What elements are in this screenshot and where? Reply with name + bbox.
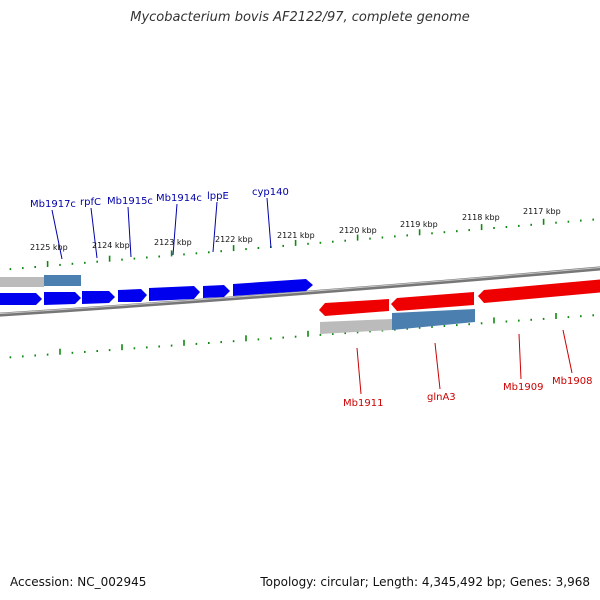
leader-line (266, 197, 272, 249)
region-right-blue (392, 309, 475, 330)
inner-scale-ticks (9, 313, 595, 359)
gene-label-mb1911[interactable]: Mb1911 (343, 398, 383, 409)
leader-line (127, 206, 132, 258)
reverse-gene-labels: Mb1911 glnA3 Mb1909 Mb1908 (343, 376, 592, 409)
forward-gene-labels: Mb1917c rpfC Mb1915c Mb1914c lppE cyp140 (30, 187, 289, 210)
map-title: Mycobacterium bovis AF2122/97, complete … (130, 10, 470, 25)
leader-line (562, 329, 573, 374)
topology-text: Topology: circular; Length: 4,345,492 bp… (260, 575, 590, 589)
region-left-grey (0, 277, 44, 287)
scale-label-2123: 2123 kbp (154, 238, 192, 247)
leader-line (518, 333, 522, 380)
scale-label-2119: 2119 kbp (400, 220, 438, 229)
genome-backbone-highlight (0, 266, 600, 315)
gene-label-mb1917c[interactable]: Mb1917c (30, 199, 76, 210)
gene-label-glna3[interactable]: glnA3 (427, 392, 456, 403)
scale-label-2117: 2117 kbp (523, 207, 561, 216)
gene-label-mb1914c[interactable]: Mb1914c (156, 193, 202, 204)
forward-gene-leaders (51, 197, 272, 260)
gene-label-mb1908[interactable]: Mb1908 (552, 376, 592, 387)
scale-label-2121: 2121 kbp (277, 231, 315, 240)
gene-label-cyp140[interactable]: cyp140 (252, 187, 289, 198)
genome-backbone (0, 266, 600, 317)
region-left-blue (44, 275, 81, 286)
forward-gene-arrow[interactable] (203, 285, 230, 298)
scale-label-2118: 2118 kbp (462, 213, 500, 222)
leader-line (356, 347, 362, 395)
scale-labels: 2125 kbp 2124 kbp 2123 kbp 2122 kbp 2121… (30, 207, 561, 252)
feature-regions (0, 275, 475, 334)
scale-label-2122: 2122 kbp (215, 235, 253, 244)
forward-gene-arrow[interactable] (0, 293, 42, 305)
region-right-grey (320, 319, 392, 334)
forward-gene-arrow[interactable] (82, 291, 115, 304)
leader-line (90, 207, 98, 259)
gene-label-rpfc[interactable]: rpfC (80, 197, 101, 208)
reverse-strand-genes (319, 279, 600, 316)
leader-line (434, 342, 441, 390)
forward-gene-arrow[interactable] (149, 286, 200, 301)
gene-label-lppe[interactable]: lppE (207, 191, 229, 202)
scale-label-2124: 2124 kbp (92, 241, 130, 250)
outer-scale-ticks (9, 218, 595, 271)
forward-gene-arrow[interactable] (118, 289, 147, 302)
forward-gene-arrow[interactable] (233, 279, 313, 296)
scale-label-2125: 2125 kbp (30, 243, 68, 252)
gene-label-mb1915c[interactable]: Mb1915c (107, 196, 153, 207)
leader-line (172, 203, 178, 256)
forward-gene-arrow[interactable] (44, 292, 81, 305)
reverse-gene-arrow[interactable] (319, 299, 389, 316)
leader-line (212, 201, 218, 253)
gene-label-mb1909[interactable]: Mb1909 (503, 382, 543, 393)
reverse-gene-arrow[interactable] (478, 279, 600, 303)
forward-strand-genes (0, 279, 313, 305)
reverse-gene-leaders (356, 329, 573, 395)
scale-label-2120: 2120 kbp (339, 226, 377, 235)
accession-text: Accession: NC_002945 (10, 575, 147, 589)
leader-line (51, 209, 63, 260)
reverse-gene-arrow[interactable] (391, 292, 474, 311)
